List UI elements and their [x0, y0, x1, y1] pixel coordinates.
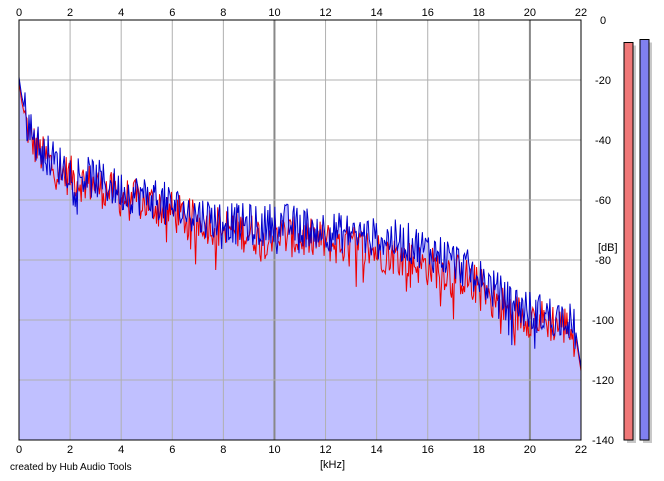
x-tick-label-top: 12: [319, 7, 331, 19]
y-tick-label: -140: [592, 435, 614, 447]
x-tick-label-top: 16: [422, 7, 434, 19]
level-meters: [623, 39, 652, 443]
x-tick-label-bottom: 8: [220, 444, 226, 456]
y-tick-label: -100: [592, 315, 614, 327]
x-axis-label: [kHz]: [320, 459, 345, 471]
x-tick-label-bottom: 0: [16, 444, 22, 456]
x-tick-label-bottom: 10: [268, 444, 280, 456]
x-tick-label-bottom: 18: [473, 444, 485, 456]
x-tick-label-top: 10: [268, 7, 280, 19]
x-tick-label-top: 22: [575, 7, 587, 19]
x-tick-label-top: 6: [169, 7, 175, 19]
level-meter-bar: [623, 42, 634, 441]
x-tick-label-top: 8: [220, 7, 226, 19]
x-tick-label-bottom: 4: [118, 444, 124, 456]
y-tick-label: -20: [595, 75, 611, 87]
grid-layer: [18, 19, 582, 441]
x-tick-label-top: 20: [524, 7, 536, 19]
x-tick-label-top: 4: [118, 7, 124, 19]
y-tick-label: -60: [595, 195, 611, 207]
x-tick-label-bottom: 2: [67, 444, 73, 456]
x-tick-label-bottom: 12: [319, 444, 331, 456]
y-tick-label: -80: [595, 255, 611, 267]
y-axis-label: [dB]: [598, 242, 618, 254]
x-tick-label-bottom: 20: [524, 444, 536, 456]
x-tick-label-top: 2: [67, 7, 73, 19]
y-tick-label: -120: [592, 375, 614, 387]
x-ticks-bottom: 0 2 4 6 8 10 12 14 16 18 20 22: [16, 444, 587, 456]
spectrum-fill-layer: [19, 77, 581, 440]
y-tick-label: -40: [595, 135, 611, 147]
y-tick-label: 0: [600, 15, 606, 27]
x-tick-label-bottom: 14: [371, 444, 383, 456]
level-meter-bar: [639, 39, 650, 441]
x-tick-label-bottom: 16: [422, 444, 434, 456]
x-tick-label-bottom: 6: [169, 444, 175, 456]
y-ticks-right: 0 -20 -40 -60 -80 -100 -120 -140: [592, 15, 614, 447]
x-tick-label-top: 14: [371, 7, 383, 19]
credit-text: created by Hub Audio Tools: [10, 462, 132, 473]
series-line-channel_right: [18, 76, 582, 369]
x-tick-label-top: 18: [473, 7, 485, 19]
x-ticks-top: 0 2 4 6 8 10 12 14 16 18 20 22: [16, 7, 587, 19]
plot-border: [18, 19, 582, 441]
x-tick-label-bottom: 22: [575, 444, 587, 456]
spectrum-fill: [19, 77, 581, 440]
x-tick-label-top: 0: [16, 7, 22, 19]
series-layer: [18, 76, 582, 372]
